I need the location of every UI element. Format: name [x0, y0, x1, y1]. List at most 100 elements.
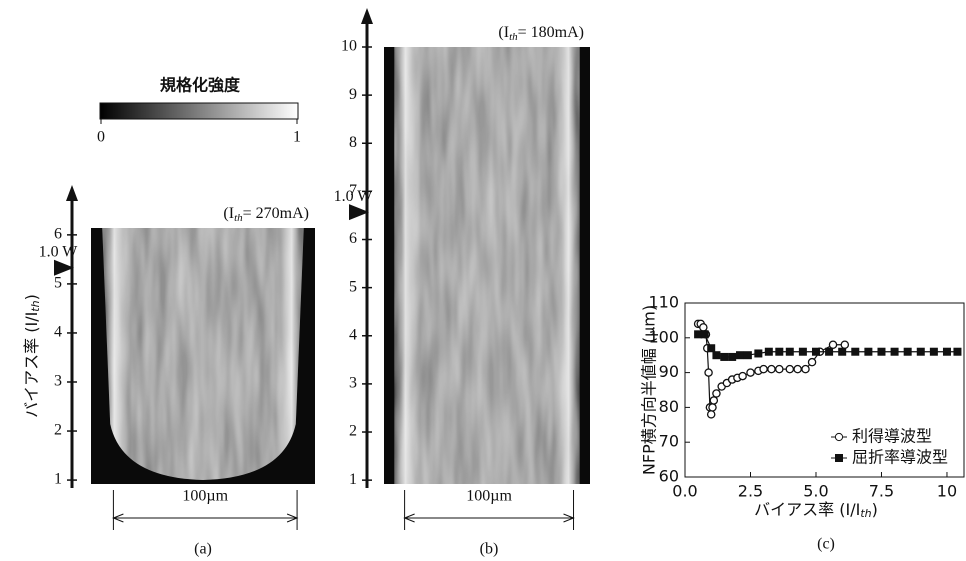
- data-point: [807, 357, 817, 367]
- current-annotation-part: th: [234, 212, 243, 224]
- y-tick-label: 5: [349, 278, 357, 295]
- power-marker: [54, 259, 74, 276]
- data-point: [700, 330, 709, 339]
- y-axis-label-part: th: [29, 300, 42, 311]
- current-annotation-part: (I: [223, 205, 234, 222]
- legend-label: 利得導波型: [852, 427, 932, 446]
- y-tick-label: 80: [659, 397, 679, 416]
- y-tick-label: 110: [648, 293, 679, 312]
- current-annotation: (Ith= 270mA): [223, 205, 309, 224]
- y-tick-label: 10: [341, 38, 357, 55]
- data-point: [694, 330, 703, 339]
- y-tick-label: 8: [349, 134, 357, 151]
- data-point: [877, 347, 886, 356]
- data-point: [903, 347, 912, 356]
- data-point: [851, 347, 860, 356]
- x-tick-label: 7.5: [869, 482, 894, 501]
- y-tick-label: 2: [349, 423, 357, 440]
- y-tick-label: 6: [349, 230, 357, 247]
- y-axis-label-part: ): [22, 294, 41, 300]
- y-tick-label: 3: [349, 375, 357, 392]
- data-point: [743, 351, 752, 360]
- power-marker-label: 1.0 W: [39, 243, 79, 260]
- y-tick-label: 1: [349, 471, 357, 488]
- y-axis-label-part: バイアス率 (I/I: [22, 312, 41, 418]
- data-point: [704, 368, 713, 377]
- current-annotation: (Ith= 180mA): [498, 24, 584, 43]
- x-axis-label-part: バイアス率 (I/I: [754, 500, 860, 519]
- data-point: [706, 410, 716, 419]
- x-tick-label: 0.0: [672, 482, 697, 501]
- colorbar: [99, 102, 299, 120]
- data-point: [838, 347, 847, 356]
- y-tick-label: 90: [659, 362, 679, 381]
- data-point: [775, 347, 784, 356]
- x-tick-label: 10: [937, 482, 957, 501]
- data-point: [864, 347, 873, 356]
- data-point: [712, 351, 721, 360]
- data-point: [793, 364, 802, 374]
- data-point: [728, 352, 737, 361]
- data-point: [840, 340, 850, 350]
- current-annotation-part: (I: [498, 24, 509, 41]
- data-point: [708, 403, 717, 412]
- x-tick-label: 5.0: [803, 482, 828, 501]
- scale-label: 100µm: [182, 488, 228, 505]
- data-point: [942, 347, 951, 356]
- data-point: [775, 364, 784, 374]
- data-point: [785, 364, 795, 374]
- current-annotation-part: = 270mA): [243, 205, 309, 222]
- data-point: [712, 389, 721, 398]
- y-tick-label: 70: [659, 432, 679, 451]
- data-point: [916, 347, 925, 356]
- y-tick-label: 4: [54, 324, 62, 341]
- data-point: [890, 347, 899, 356]
- legend-symbol: [835, 454, 843, 462]
- panel-label: (c): [817, 536, 835, 553]
- data-point: [798, 347, 807, 356]
- nfp-image: [394, 47, 580, 484]
- y-tick-label: 60: [659, 467, 679, 486]
- data-point: [764, 347, 773, 356]
- y-axis-label: NFP横方向半値幅 (µm): [640, 305, 659, 475]
- y-axis-label: バイアス率 (I/Ith): [22, 294, 43, 418]
- legend-symbol: [834, 432, 844, 442]
- data-point: [828, 340, 838, 350]
- data-point: [746, 368, 755, 377]
- y-tick-label: 9: [349, 86, 357, 103]
- panel-label: (b): [480, 541, 499, 558]
- colorbar-tick-label: 1: [293, 129, 301, 146]
- x-axis-label-part: ): [872, 500, 878, 519]
- data-point: [811, 347, 820, 356]
- y-tick-label: 5: [54, 275, 62, 292]
- y-tick-label: 7: [349, 182, 357, 199]
- y-axis-arrow: [361, 8, 373, 24]
- data-point: [699, 323, 708, 332]
- data-point: [754, 349, 763, 358]
- y-tick-label: 6: [54, 226, 62, 243]
- data-point: [707, 344, 716, 353]
- scale-arrow: [112, 513, 124, 523]
- x-tick-label: 2.5: [738, 482, 763, 501]
- data-point: [738, 371, 747, 381]
- legend-label: 屈折率導波型: [852, 448, 948, 467]
- scale-arrow: [563, 513, 575, 523]
- data-point: [929, 347, 938, 356]
- colorbar-tick-label: 0: [97, 129, 105, 146]
- x-axis-label-part: th: [860, 507, 871, 520]
- current-annotation-part: th: [509, 31, 518, 43]
- nfp-image: [102, 228, 304, 480]
- y-tick-label: 4: [349, 326, 357, 343]
- panel-label: (a): [194, 541, 212, 558]
- current-annotation-part: = 180mA): [518, 24, 584, 41]
- data-point: [709, 396, 719, 405]
- scale-arrow: [403, 513, 415, 523]
- data-point: [801, 364, 810, 374]
- colorbar-title: 規格化強度: [160, 76, 241, 95]
- y-tick-label: 100: [648, 327, 679, 346]
- data-point: [825, 347, 834, 356]
- x-axis-label: バイアス率 (I/Ith): [754, 500, 878, 521]
- data-point: [767, 364, 776, 374]
- power-marker-label: 1.0 W: [334, 188, 374, 205]
